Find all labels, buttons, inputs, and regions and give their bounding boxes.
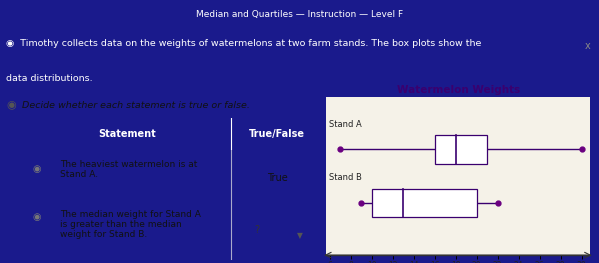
Text: ?: ? xyxy=(254,225,259,235)
Text: Stand A: Stand A xyxy=(329,120,361,129)
Text: ◉: ◉ xyxy=(33,212,41,222)
Text: data distributions.: data distributions. xyxy=(6,74,93,83)
Text: True: True xyxy=(267,173,288,183)
Title: Watermelon Weights: Watermelon Weights xyxy=(397,85,520,95)
Text: Decide whether each statement is true or false.: Decide whether each statement is true or… xyxy=(22,101,250,110)
Text: ◉: ◉ xyxy=(33,164,41,174)
Bar xyxy=(435,135,487,164)
Text: Median and Quartiles — Instruction — Level F: Median and Quartiles — Instruction — Lev… xyxy=(196,10,403,19)
Text: The heaviest watermelon is at
Stand A.: The heaviest watermelon is at Stand A. xyxy=(60,160,197,179)
Text: True/False: True/False xyxy=(249,129,305,139)
Text: x: x xyxy=(584,41,590,51)
Text: The median weight for Stand A
is greater than the median
weight for Stand B.: The median weight for Stand A is greater… xyxy=(60,210,201,239)
Text: ▼: ▼ xyxy=(298,231,303,240)
Bar xyxy=(371,189,477,217)
Text: Statement: Statement xyxy=(98,129,156,139)
Text: ◉: ◉ xyxy=(6,100,16,110)
Text: ◉  Timothy collects data on the weights of watermelons at two farm stands. The b: ◉ Timothy collects data on the weights o… xyxy=(6,39,482,48)
Text: Stand B: Stand B xyxy=(329,173,361,182)
